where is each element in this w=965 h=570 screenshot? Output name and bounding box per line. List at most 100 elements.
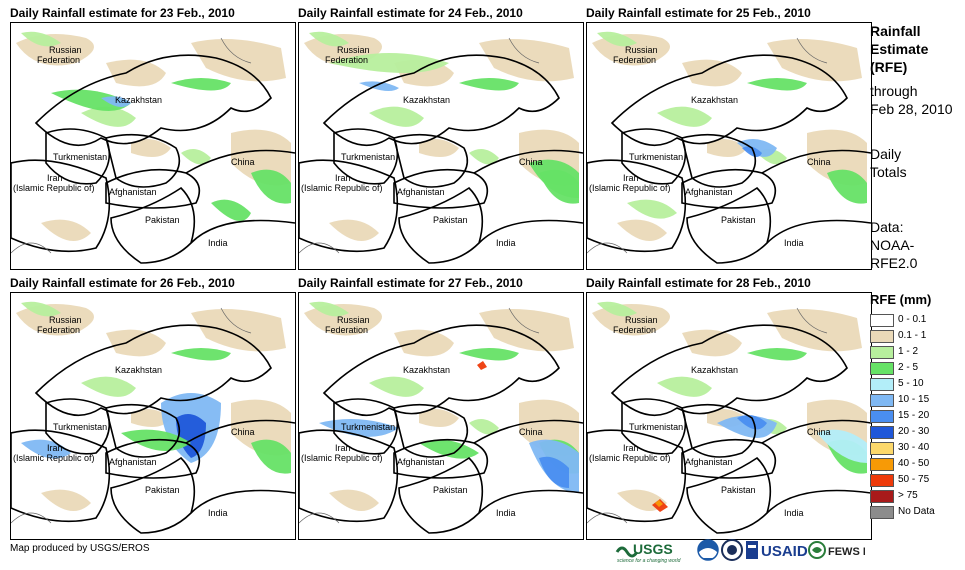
rainfall-map-panel: Daily Rainfall estimate for 24 Feb., 201… xyxy=(298,6,588,271)
legend-item: 50 - 75 xyxy=(870,472,960,488)
map-label-pakistan: Pakistan xyxy=(433,215,468,225)
usaid-logo: USAID xyxy=(746,541,808,560)
credit-text: Map produced by USGS/EROS xyxy=(10,543,150,554)
legend-label: 20 - 30 xyxy=(898,426,930,437)
map-label-iran: (Islamic Republic of) xyxy=(589,453,671,463)
map-label-afghanistan: Afghanistan xyxy=(397,187,445,197)
legend-label: 30 - 40 xyxy=(898,442,930,453)
map-label-turkmenistan: Turkmenistan xyxy=(629,152,683,162)
rainfall-map: Russian Federation Kazakhstan Turkmenistan C… xyxy=(298,22,584,270)
map-label-russia: Federation xyxy=(613,325,656,335)
legend-item: 0 - 0.1 xyxy=(870,312,960,328)
map-label-russia: Russian xyxy=(625,45,658,55)
map-label-india: India xyxy=(784,508,804,518)
map-label-iran: (Islamic Republic of) xyxy=(301,183,383,193)
map-label-india: India xyxy=(208,238,228,248)
map-label-china: China xyxy=(231,427,255,437)
usgs-wordmark: USGS xyxy=(633,541,673,557)
daily-totals-text: Daily Totals xyxy=(870,145,907,181)
side-title-line: Rainfall xyxy=(870,23,921,39)
map-label-iran: Iran xyxy=(335,173,351,183)
totals-label: Totals xyxy=(870,164,907,180)
legend-item: 10 - 15 xyxy=(870,392,960,408)
daily-label: Daily xyxy=(870,146,902,162)
map-label-china: China xyxy=(519,157,543,167)
legend-swatch xyxy=(870,346,894,359)
legend-swatch xyxy=(870,490,894,503)
map-label-afghanistan: Afghanistan xyxy=(109,187,157,197)
map-label-china: China xyxy=(231,157,255,167)
legend-swatch xyxy=(870,506,894,519)
fewsnet-wordmark: FEWS NET xyxy=(828,546,865,558)
rainfall-map-panel: Daily Rainfall estimate for 28 Feb., 201… xyxy=(586,276,876,541)
legend-label: 15 - 20 xyxy=(898,410,930,421)
noaa-logo xyxy=(697,539,719,561)
fewsnet-logo: FEWS NET xyxy=(808,541,885,559)
through-date: Feb 28, 2010 xyxy=(870,101,953,117)
logos-bar: USGS science for a changing world USAID … xyxy=(615,538,885,564)
legend-swatch xyxy=(870,426,894,439)
map-label-kazakhstan: Kazakhstan xyxy=(403,365,450,375)
map-label-iran: Iran xyxy=(47,443,63,453)
legend-item: 40 - 50 xyxy=(870,456,960,472)
map-label-russia: Russian xyxy=(625,315,658,325)
data-source-line: RFE2.0 xyxy=(870,255,918,271)
legend-item: 1 - 2 xyxy=(870,344,960,360)
map-label-russia: Federation xyxy=(613,55,656,65)
map-label-afghanistan: Afghanistan xyxy=(685,457,733,467)
data-source-line: NOAA- xyxy=(870,237,915,253)
map-label-india: India xyxy=(496,238,516,248)
legend-label: 0 - 0.1 xyxy=(898,314,927,325)
data-label: Data: xyxy=(870,219,904,235)
legend-swatch xyxy=(870,410,894,423)
legend-swatch xyxy=(870,330,894,343)
map-label-pakistan: Pakistan xyxy=(145,215,180,225)
legend-item: > 75 xyxy=(870,488,960,504)
map-label-iran: Iran xyxy=(623,173,639,183)
data-source-text: Data: NOAA- RFE2.0 xyxy=(870,218,917,272)
dhs-seal-logo xyxy=(721,539,743,561)
map-label-turkmenistan: Turkmenistan xyxy=(629,422,683,432)
usgs-tagline: science for a changing world xyxy=(617,558,681,564)
map-label-russia: Federation xyxy=(37,55,80,65)
map-label-india: India xyxy=(208,508,228,518)
map-label-turkmenistan: Turkmenistan xyxy=(341,152,395,162)
panel-title: Daily Rainfall estimate for 28 Feb., 201… xyxy=(586,276,811,290)
legend-swatch xyxy=(870,442,894,455)
side-title: Rainfall Estimate (RFE) xyxy=(870,22,928,76)
legend-label: 0.1 - 1 xyxy=(898,330,927,341)
map-label-russia: Federation xyxy=(325,55,368,65)
legend-item: 30 - 40 xyxy=(870,440,960,456)
map-label-russia: Russian xyxy=(337,315,370,325)
legend-swatch xyxy=(870,394,894,407)
map-label-iran: (Islamic Republic of) xyxy=(13,183,95,193)
rainfall-map: Russian Federation Kazakhstan Turkmenistan C… xyxy=(586,22,872,270)
legend-swatch xyxy=(870,362,894,375)
map-label-china: China xyxy=(807,157,831,167)
rainfall-map-panel: Daily Rainfall estimate for 25 Feb., 201… xyxy=(586,6,876,271)
panel-title: Daily Rainfall estimate for 23 Feb., 201… xyxy=(10,6,235,20)
legend-label: No Data xyxy=(898,506,935,517)
rainfall-map: Russian Federation Kazakhstan Turkmenistan C… xyxy=(298,292,584,540)
map-label-pakistan: Pakistan xyxy=(145,485,180,495)
legend-label: 1 - 2 xyxy=(898,346,919,357)
legend-swatch xyxy=(870,474,894,487)
legend-item: 0.1 - 1 xyxy=(870,328,960,344)
map-label-china: China xyxy=(807,427,831,437)
map-label-russia: Federation xyxy=(325,325,368,335)
map-label-turkmenistan: Turkmenistan xyxy=(53,422,107,432)
rainfall-map: Russian Federation Kazakhstan Turkmenistan C… xyxy=(10,292,296,540)
legend-label: 50 - 75 xyxy=(898,474,930,485)
rainfall-map-panel: Daily Rainfall estimate for 26 Feb., 201… xyxy=(10,276,300,541)
panel-title: Daily Rainfall estimate for 26 Feb., 201… xyxy=(10,276,235,290)
map-label-russia: Federation xyxy=(37,325,80,335)
legend-swatch xyxy=(870,458,894,471)
map-label-pakistan: Pakistan xyxy=(721,485,756,495)
map-label-kazakhstan: Kazakhstan xyxy=(115,365,162,375)
legend-item: No Data xyxy=(870,504,960,520)
map-label-iran: Iran xyxy=(47,173,63,183)
panel-title: Daily Rainfall estimate for 27 Feb., 201… xyxy=(298,276,523,290)
usgs-logo: USGS science for a changing world xyxy=(615,541,681,564)
usaid-wordmark: USAID xyxy=(761,543,808,560)
map-label-iran: Iran xyxy=(335,443,351,453)
